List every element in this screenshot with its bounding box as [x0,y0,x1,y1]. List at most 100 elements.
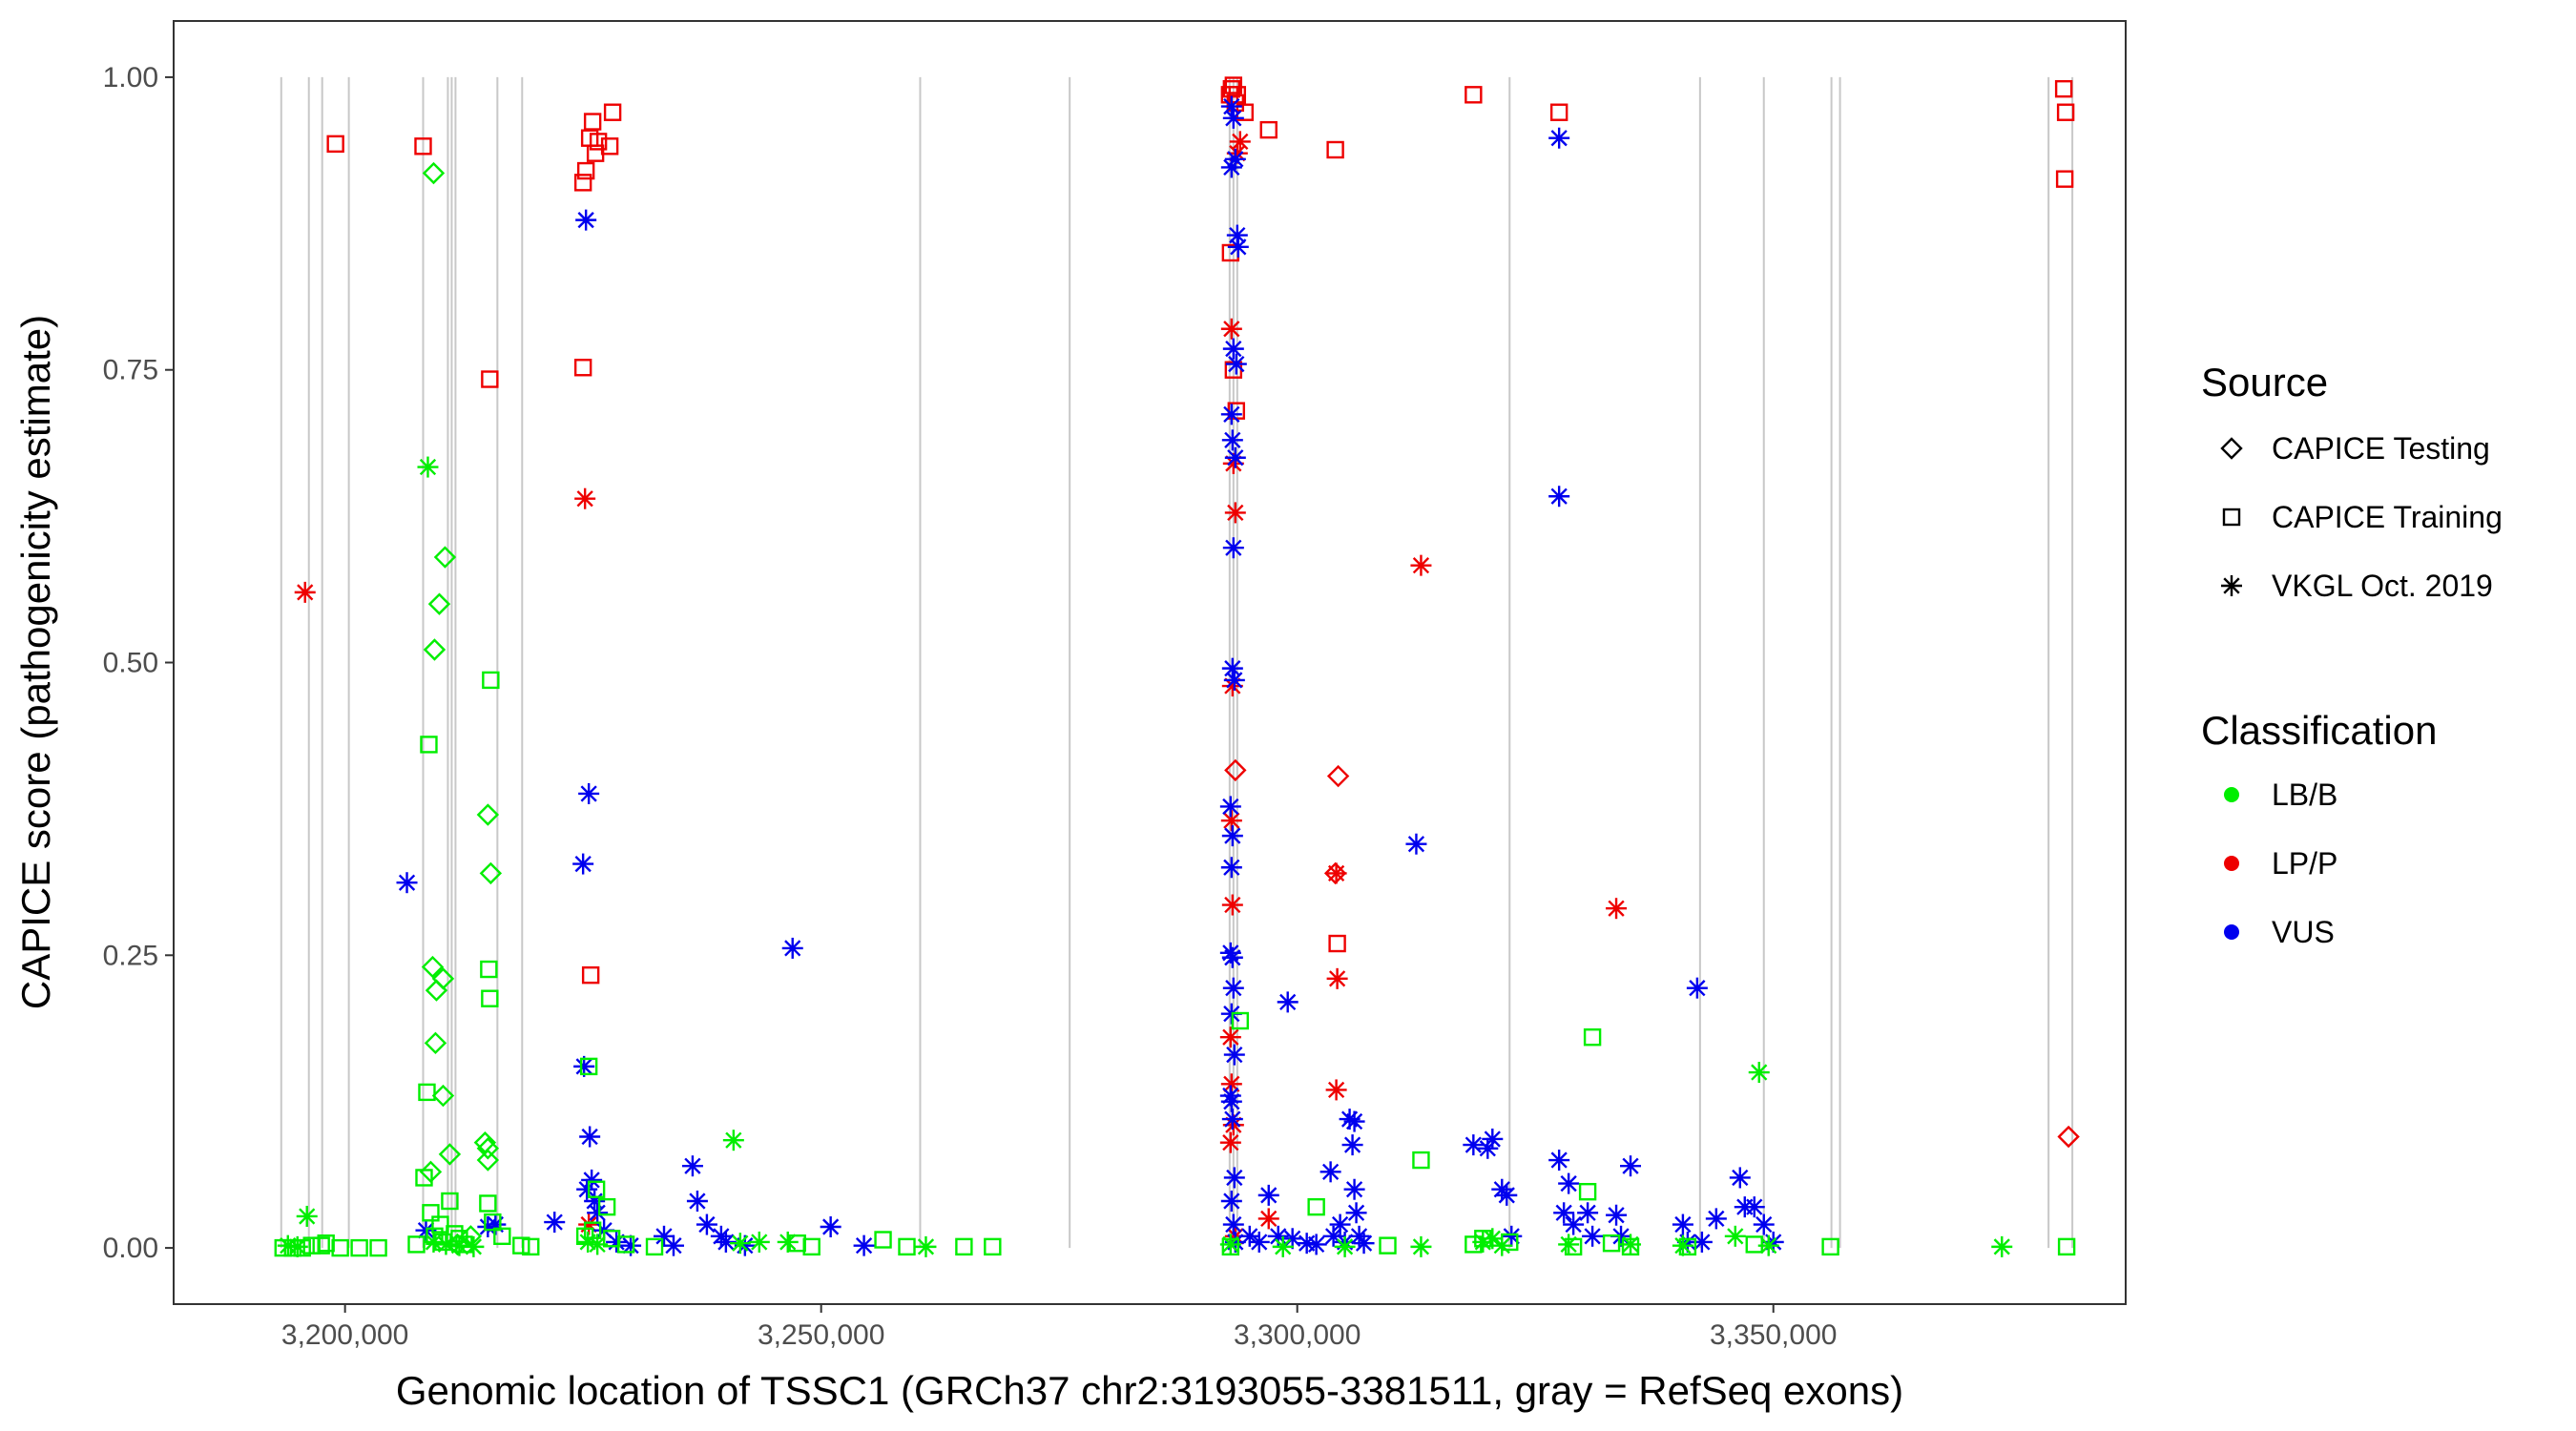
legend-source-label: CAPICE Training [2272,500,2503,534]
y-tick-label: 0.25 [103,940,158,971]
data-point [1221,1109,1243,1130]
data-point [427,592,451,615]
data-point [1325,1079,1347,1101]
data-point [1329,1213,1351,1235]
data-point [1412,1151,1430,1170]
data-point [1558,1234,1580,1255]
data-point [662,1234,684,1256]
data-point [438,1143,462,1166]
data-point [421,955,445,979]
data-point [1345,1202,1367,1224]
data-point [1729,1167,1751,1189]
data-point [420,736,438,754]
data-point [1220,318,1242,340]
data-point [1563,1213,1585,1235]
legend-source-items: CAPICE Testing CAPICE Training VKGL Oct. 2… [2220,431,2503,603]
data-point [1319,1161,1341,1183]
data-point [576,161,595,180]
data-point [441,1192,459,1211]
data-point [1220,404,1242,425]
data-point [1606,1204,1628,1226]
x-tick-label: 3,300,000 [1234,1319,1361,1351]
legend-class-label: VUS [2272,915,2335,949]
data-point [600,137,619,156]
data-point [425,979,448,1002]
data-point [1410,554,1432,576]
data-point [1578,1182,1597,1201]
legend-source-item: CAPICE Training [2222,500,2503,534]
data-point [1222,537,1244,559]
y-tick-label: 0.00 [103,1233,158,1264]
data-point [493,1227,511,1246]
data-point [1277,991,1298,1013]
data-point [1482,1128,1504,1150]
data-point [572,853,594,875]
series-6 [277,456,2013,1257]
data-point [1305,1234,1327,1255]
data-point [286,1235,308,1257]
data-point [1606,898,1628,920]
data-point [414,137,432,156]
data-point [574,487,596,509]
legend-class-label: LP/P [2272,846,2337,881]
data-point [435,1234,457,1255]
data-point [681,1155,703,1177]
data-point [1223,1044,1245,1066]
data-point [1223,1167,1245,1189]
data-point [589,133,608,151]
series-4 [274,671,2076,1257]
data-point [1724,1225,1746,1247]
y-axis: 0.00 0.25 0.50 0.75 1.00 [103,62,174,1264]
data-point [1753,1213,1775,1235]
data-point [1222,977,1244,999]
data-point [915,1235,937,1257]
data-point [686,1191,708,1213]
y-tick-label: 0.75 [103,355,158,386]
data-point [1553,1202,1575,1224]
data-point [1224,758,1247,782]
series-5 [419,161,503,1256]
data-point [1583,1028,1602,1047]
data-point [1223,669,1245,691]
data-point [1686,977,1708,999]
legend-key-dot [2224,856,2239,871]
data-point [1225,353,1247,375]
data-point [1582,1225,1604,1247]
data-point [1222,107,1244,129]
legend-classification-items: LB/B LP/P VUS [2224,778,2337,949]
data-point [480,960,498,979]
data-point [479,861,503,885]
data-point [1224,502,1246,524]
data-point [722,1130,744,1151]
data-point [1221,825,1243,847]
data-point [331,1238,349,1257]
legend-source-item: CAPICE Testing [2220,431,2490,466]
data-point [575,209,597,231]
data-point [1496,1184,1518,1206]
data-point [1307,1197,1325,1216]
x-axis: 3,200,000 3,250,000 3,300,000 3,350,000 [281,1304,1837,1351]
data-point [1620,1234,1642,1255]
data-point [696,1213,717,1235]
data-point [1248,1231,1270,1253]
data-point [484,1213,502,1232]
data-point [1334,1235,1356,1257]
data-point [955,1237,973,1256]
data-point [422,161,446,185]
data-point [1743,1196,1765,1218]
data-point [1328,934,1346,953]
data-point [1326,967,1348,989]
data-point [417,456,439,478]
data-point [431,1215,449,1234]
data-point [645,1237,664,1256]
data-point [581,965,600,985]
data-point [2055,170,2074,188]
data-point [587,1202,609,1224]
data-point [597,1197,616,1216]
data-point [1220,1090,1242,1112]
data-point [1491,1234,1513,1256]
data-point [1221,946,1243,968]
data-point [1343,1110,1365,1132]
data-point [1548,486,1570,508]
